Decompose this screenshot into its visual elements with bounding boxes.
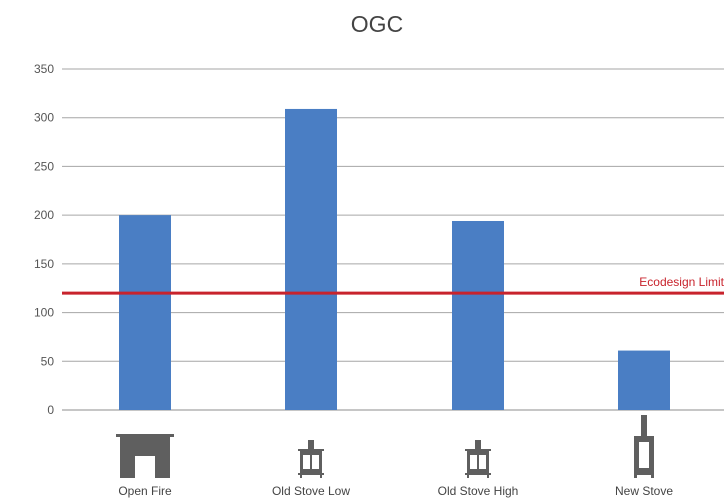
x-tick-label: New Stove bbox=[615, 484, 673, 498]
reference-line-label: Ecodesign Limit bbox=[639, 275, 724, 289]
x-tick-label: Old Stove High bbox=[438, 484, 519, 498]
gridlines bbox=[62, 68, 724, 411]
x-axis-tick-labels: Open Fire Old Stove Low Old Stove High New … bbox=[118, 484, 673, 498]
new-stove-icon bbox=[634, 415, 654, 478]
y-tick-label: 250 bbox=[34, 159, 54, 173]
x-tick-label: Open Fire bbox=[118, 484, 172, 498]
old-stove-icon bbox=[298, 440, 324, 478]
y-tick-label: 350 bbox=[34, 62, 54, 76]
y-tick-label: 200 bbox=[34, 208, 54, 222]
category-icons bbox=[116, 415, 654, 478]
y-tick-label: 100 bbox=[34, 306, 54, 320]
y-tick-label: 150 bbox=[34, 257, 54, 271]
x-tick-label: Old Stove Low bbox=[272, 484, 350, 498]
bar bbox=[452, 220, 504, 410]
bars bbox=[119, 108, 670, 411]
bar bbox=[119, 215, 171, 410]
chart-title: OGC bbox=[351, 11, 403, 37]
old-stove-icon bbox=[465, 440, 491, 478]
y-axis-tick-labels: 0 50 100 150 200 250 300 350 bbox=[34, 62, 54, 417]
y-tick-label: 300 bbox=[34, 111, 54, 125]
bar bbox=[285, 108, 337, 411]
y-tick-label: 50 bbox=[41, 354, 55, 368]
ecodesign-limit: Ecodesign Limit bbox=[62, 275, 724, 295]
y-tick-label: 0 bbox=[47, 403, 54, 417]
bar bbox=[618, 350, 670, 410]
open-fire-icon bbox=[116, 434, 174, 478]
